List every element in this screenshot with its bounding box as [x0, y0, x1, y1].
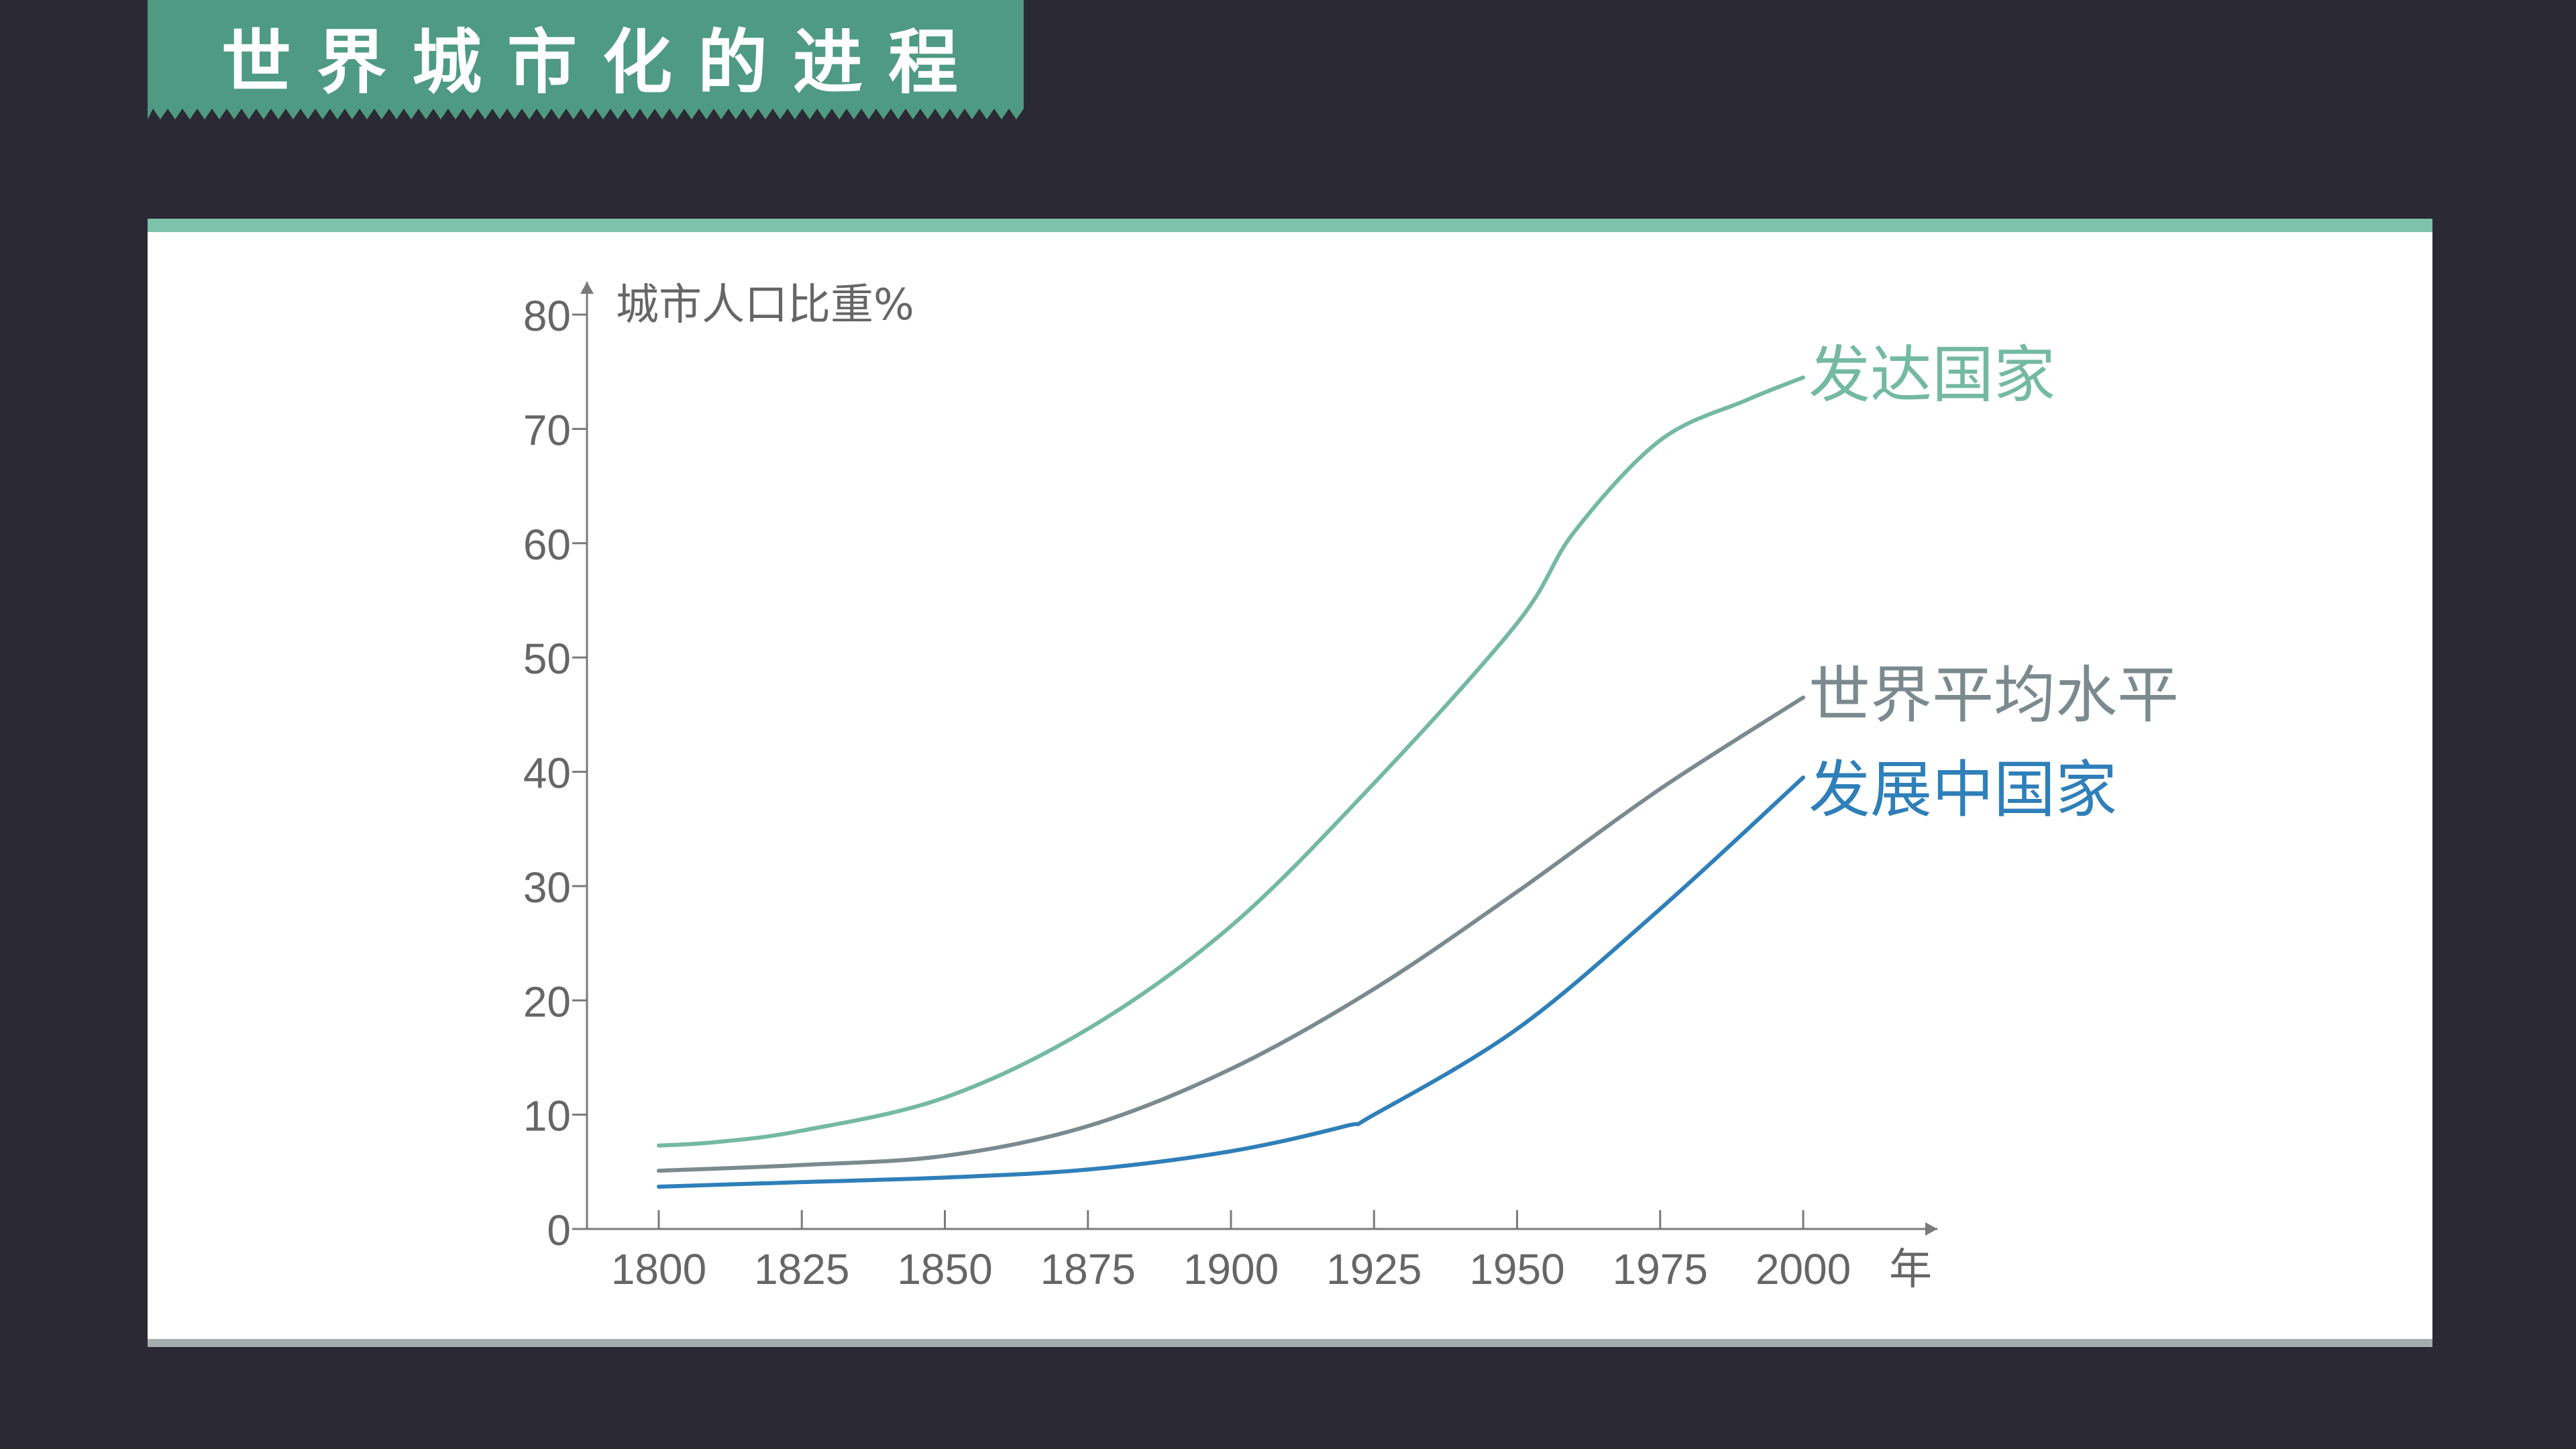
series-line [657, 375, 1805, 1148]
x-tick-label: 1850 [897, 1245, 992, 1293]
title-banner: 世界城市化的进程 [148, 0, 1024, 119]
x-tick-label: 1875 [1040, 1245, 1136, 1293]
series-label: 发展中国家 [1809, 754, 2117, 826]
line-chart: 0 10 20 30 40 50 60 70 80 1800 1825 1850 1875 1900 192… [523, 280, 2179, 1295]
series-label: 世界平均水平 [1809, 659, 2179, 731]
y-tick-label: 20 [523, 977, 571, 1026]
series-line [657, 775, 1805, 1189]
y-tick-label: 10 [523, 1092, 571, 1140]
x-tick-label: 1950 [1469, 1245, 1564, 1293]
y-tick-label: 50 [523, 635, 571, 683]
x-tick-label: 2000 [1756, 1245, 1851, 1293]
y-tick-label: 80 [523, 292, 571, 340]
chart-panel: 0 10 20 30 40 50 60 70 80 1800 1825 1850 1875 1900 192… [148, 219, 2432, 1347]
y-tick-label: 30 [523, 863, 571, 912]
series-label: 发达国家 [1809, 339, 2055, 411]
y-axis-label: 城市人口比重% [616, 280, 914, 330]
y-tick-label: 40 [523, 749, 571, 798]
x-tick-label: 1975 [1613, 1245, 1708, 1293]
x-tick-label: 1825 [754, 1245, 849, 1293]
x-axis-arrow [1925, 1222, 1937, 1236]
x-tick-label: 1800 [611, 1245, 706, 1293]
banner-shape [148, 0, 1024, 119]
x-tick-label: 1900 [1183, 1245, 1279, 1293]
y-tick-label: 0 [547, 1206, 571, 1254]
x-axis-label: 年 [1889, 1245, 1932, 1295]
page-title: 世界城市化的进程 [221, 20, 984, 103]
series-line [657, 695, 1805, 1173]
y-axis-arrow [580, 282, 594, 294]
y-tick-label: 70 [523, 406, 571, 454]
y-tick-label: 60 [523, 521, 571, 569]
x-tick-label: 1925 [1326, 1245, 1421, 1293]
